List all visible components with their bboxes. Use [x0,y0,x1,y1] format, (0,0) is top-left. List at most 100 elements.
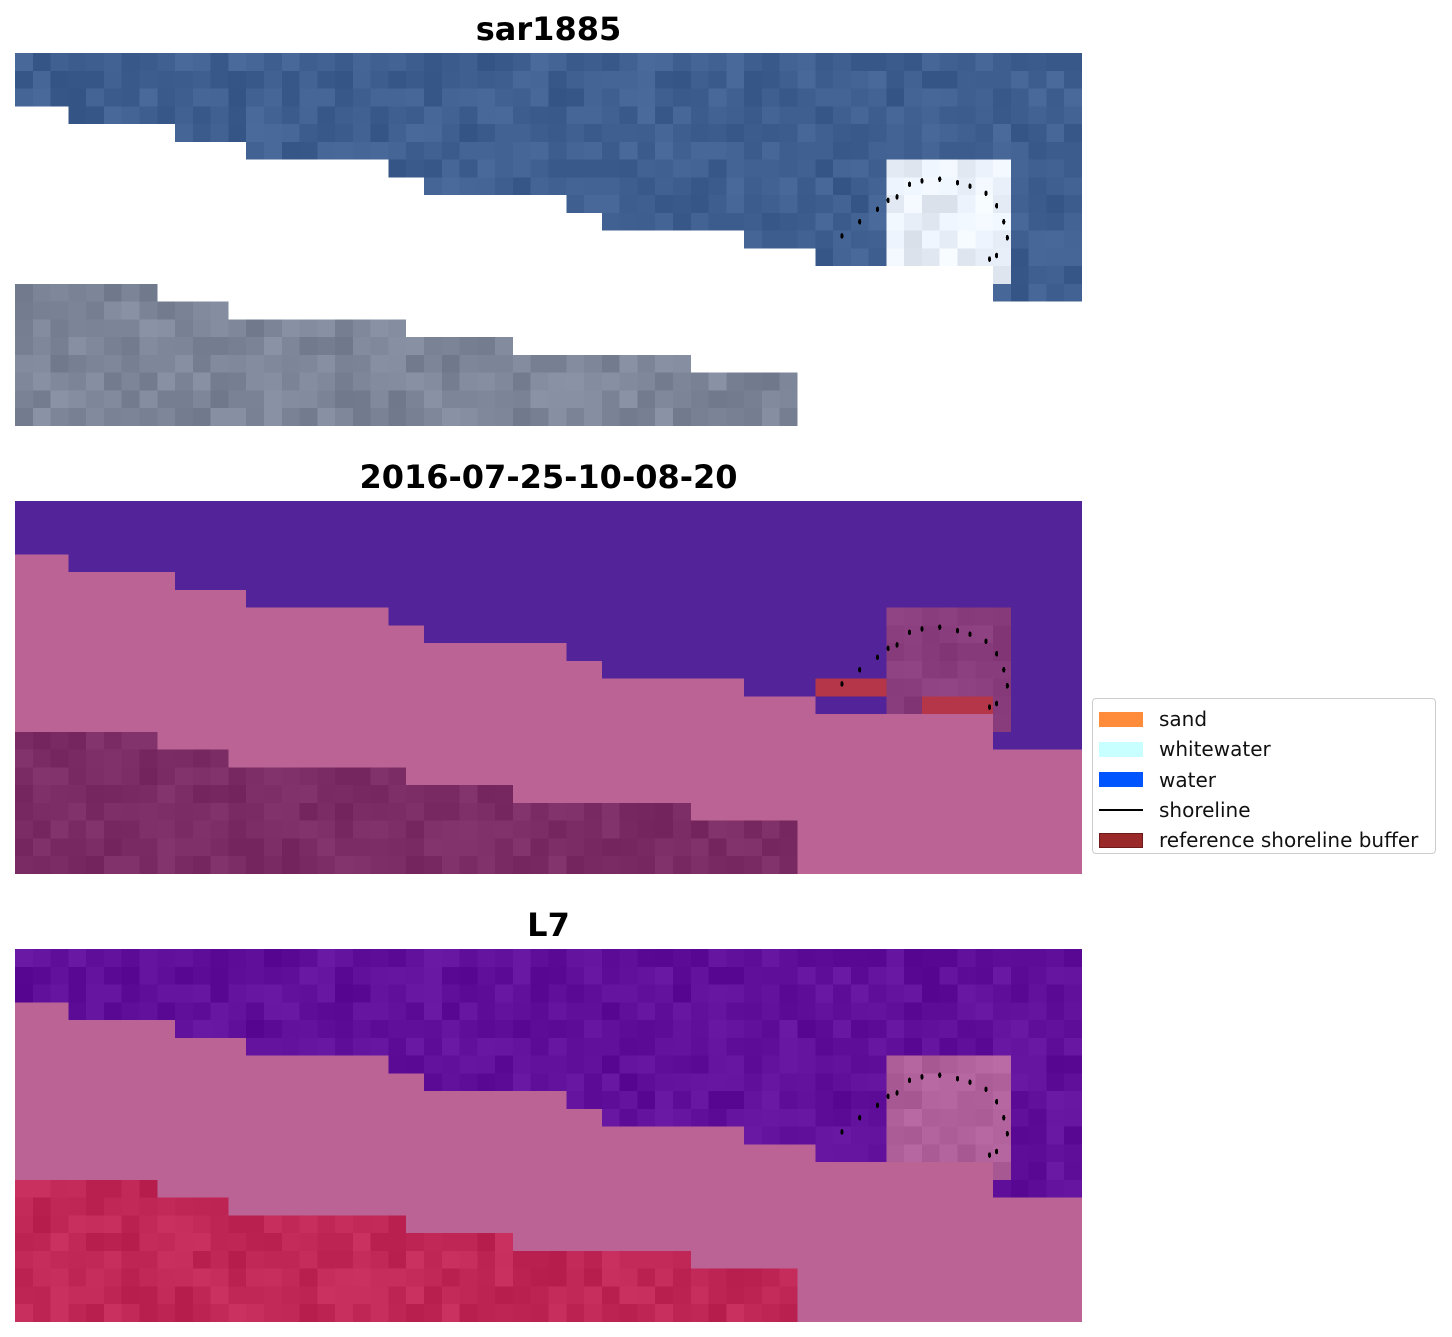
raster-pixel [530,319,549,338]
raster-pixel [1010,1126,1030,1145]
raster-pixel [175,678,194,697]
raster-pixel [512,1108,532,1127]
raster-pixel [299,660,318,679]
raster-pixel [797,177,816,196]
raster-pixel [86,283,105,303]
raster-pixel [477,1162,496,1181]
raster-pixel [868,106,887,125]
raster-pixel [761,785,781,804]
raster-pixel [512,88,532,107]
raster-pixel [370,767,389,786]
raster-pixel [584,70,603,89]
raster-pixel [246,856,265,874]
raster-pixel [1028,802,1047,822]
raster-pixel [388,124,407,143]
raster-pixel [1046,354,1065,374]
raster-pixel [548,283,567,303]
raster-pixel [779,266,798,285]
raster-pixel [886,643,905,662]
raster-pixel [50,536,69,555]
raster-pixel [157,820,176,839]
raster-pixel [548,767,567,786]
raster-pixel [921,248,941,267]
raster-pixel [904,319,923,338]
raster-pixel [352,106,372,125]
raster-pixel [744,696,763,715]
raster-pixel [512,767,532,786]
raster-pixel [797,1304,816,1322]
raster-pixel [779,88,798,107]
raster-pixel [584,731,603,751]
raster-pixel [512,372,532,391]
raster-pixel [655,283,674,303]
raster-pixel [317,785,336,804]
raster-pixel [103,1233,123,1252]
raster-pixel [584,1091,603,1110]
raster-pixel [103,714,123,733]
raster-pixel [121,212,140,231]
raster-pixel [32,1233,51,1252]
raster-pixel [139,696,158,715]
raster-pixel [833,625,852,644]
raster-pixel [921,1268,941,1287]
raster-pixel [441,88,460,107]
raster-pixel [797,1162,816,1181]
raster-pixel [566,1126,585,1145]
shoreline-point [920,626,924,632]
raster-pixel [708,949,727,968]
raster-pixel [939,1197,958,1216]
raster-pixel [833,589,852,608]
raster-pixel [815,1020,834,1039]
raster-pixel [868,53,887,72]
legend-item-sand: sand [1099,704,1435,734]
raster-pixel [761,660,781,679]
raster-pixel [406,660,425,679]
raster-pixel [424,696,443,715]
raster-pixel [761,266,781,285]
raster-pixel [424,1108,443,1127]
raster-pixel [103,536,123,555]
raster-pixel [477,1037,496,1056]
raster-pixel [1046,1215,1065,1234]
raster-pixel [1064,248,1082,267]
raster-pixel [512,1126,532,1145]
raster-pixel [993,536,1012,555]
raster-pixel [370,589,389,608]
raster-pixel [975,536,994,555]
raster-pixel [637,159,656,178]
raster-pixel [1064,1126,1082,1145]
raster-pixel [441,1037,460,1056]
raster-pixel [50,88,69,107]
raster-pixel [441,53,460,72]
raster-pixel [495,1037,514,1056]
raster-pixel [1010,354,1030,374]
raster-pixel [655,106,674,125]
raster-pixel [744,589,763,608]
shoreline-point [995,650,999,657]
raster-pixel [690,949,709,968]
raster-pixel [921,177,941,196]
raster-pixel [192,1268,211,1287]
raster-pixel [637,1215,656,1234]
raster-pixel [459,408,478,426]
raster-pixel [157,607,176,626]
raster-pixel [566,390,585,409]
raster-pixel [726,838,745,857]
raster-pixel [957,1002,976,1021]
raster-pixel [939,372,958,391]
raster-pixel [1064,856,1082,874]
raster-pixel [1028,195,1047,214]
raster-pixel [459,785,478,804]
raster-pixel [1028,106,1047,125]
raster-pixel [228,1108,247,1127]
raster-pixel [139,70,158,89]
raster-pixel [370,731,389,751]
raster-pixel [637,1179,656,1199]
raster-pixel [317,70,336,89]
raster-pixel [512,212,532,231]
raster-pixel [850,554,869,573]
raster-pixel [424,88,443,107]
raster-pixel [103,696,123,715]
raster-pixel [210,1162,229,1181]
raster-pixel [246,354,265,374]
